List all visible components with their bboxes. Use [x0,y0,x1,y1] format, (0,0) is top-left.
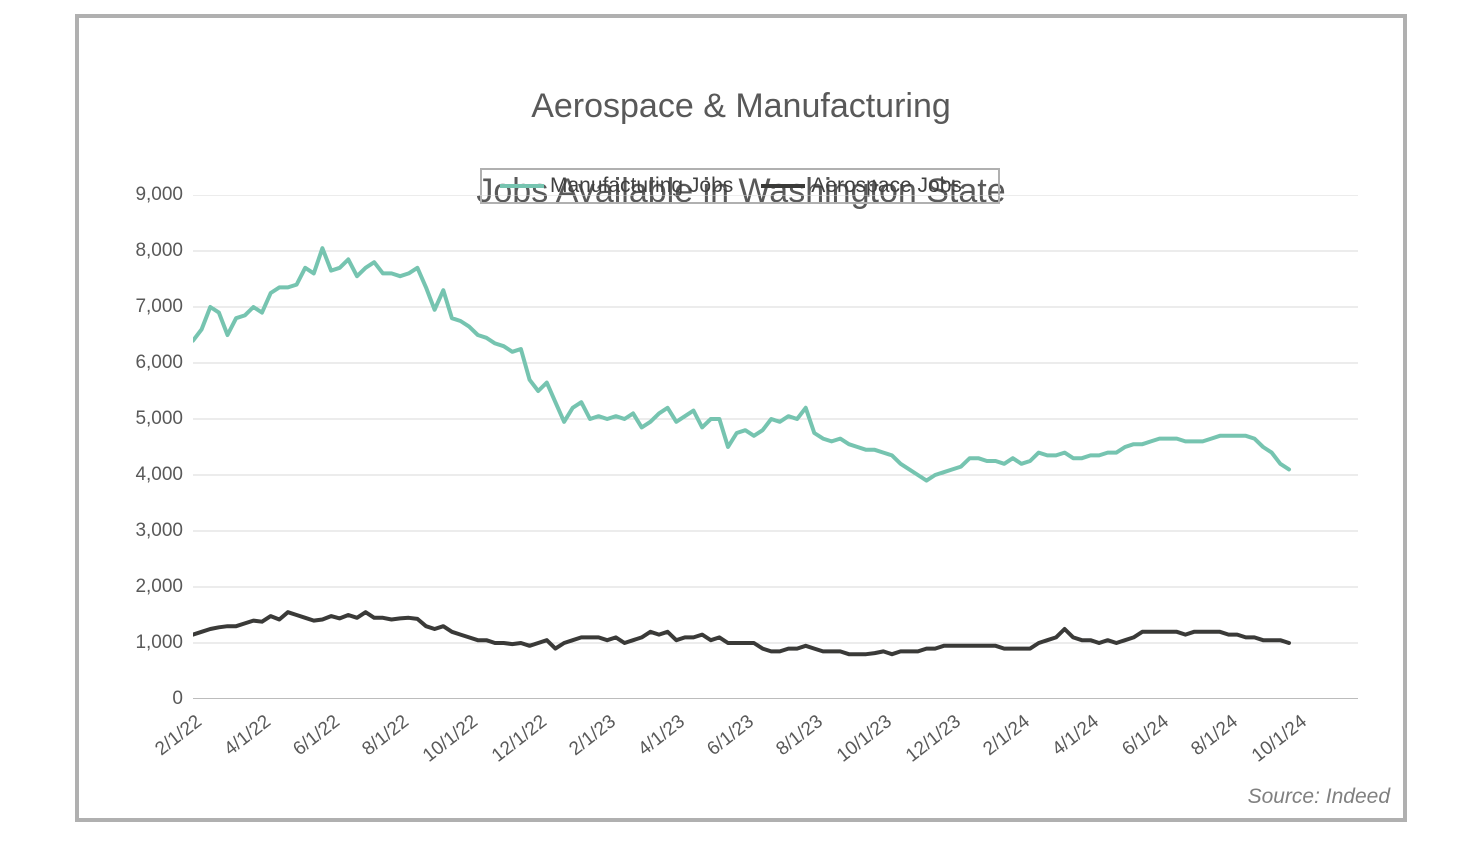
plot-area [193,195,1358,699]
legend-swatch-manufacturing [500,184,544,188]
title-line1: Aerospace & Manufacturing [531,87,951,125]
series-line [193,248,1289,480]
y-tick-label: 2,000 [135,576,183,598]
y-tick-label: 9,000 [135,184,183,206]
y-tick-label: 5,000 [135,408,183,430]
y-tick-label: 0 [172,688,183,710]
y-tick-label: 1,000 [135,632,183,654]
legend-swatch-aerospace [761,184,805,188]
source-caption: Source: Indeed [1248,785,1390,809]
y-tick-label: 8,000 [135,240,183,262]
series-line [193,612,1289,654]
y-tick-label: 7,000 [135,296,183,318]
y-tick-label: 3,000 [135,520,183,542]
y-tick-label: 4,000 [135,464,183,486]
y-tick-label: 6,000 [135,352,183,374]
